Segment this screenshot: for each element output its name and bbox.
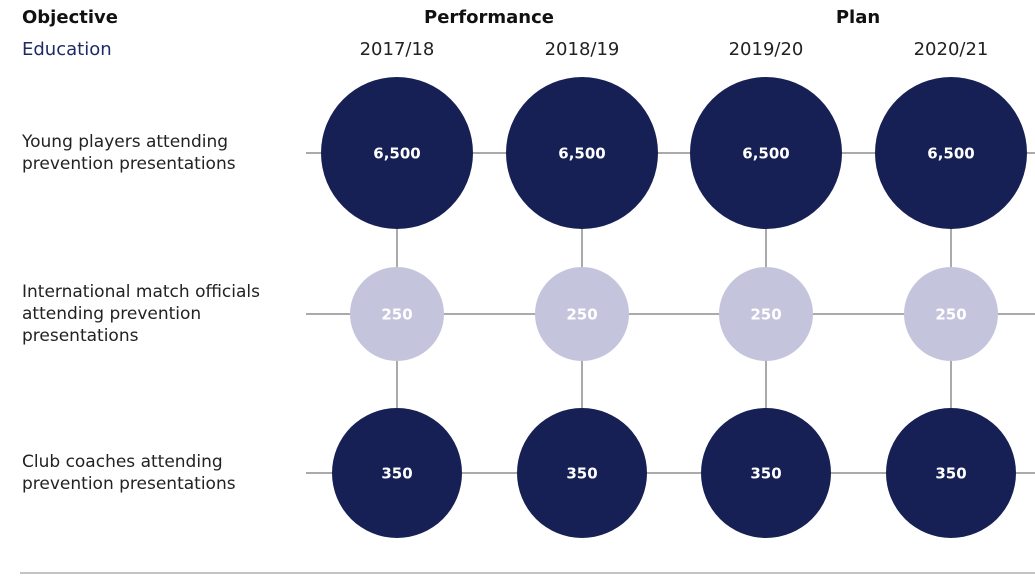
year-label: 2019/20 (729, 39, 804, 60)
bubble (875, 77, 1027, 229)
row-label: presentations (22, 326, 139, 346)
bubble (506, 77, 658, 229)
bubble-label: 250 (381, 306, 412, 324)
bubble (904, 267, 998, 361)
row-label: International match officials (22, 282, 260, 302)
plan-header: Plan (836, 7, 880, 28)
bubble-label: 350 (935, 465, 966, 483)
bubble-label: 350 (381, 465, 412, 483)
bubble (350, 267, 444, 361)
bubble-label: 6,500 (742, 145, 789, 163)
performance-header: Performance (424, 7, 554, 28)
bubble (690, 77, 842, 229)
bubble-label: 250 (750, 306, 781, 324)
bubble-label: 350 (750, 465, 781, 483)
row-label: prevention presentations (22, 474, 236, 494)
bubble (701, 408, 831, 538)
bubble (535, 267, 629, 361)
year-label: 2018/19 (545, 39, 620, 60)
row-label: attending prevention (22, 304, 201, 324)
row-label: prevention presentations (22, 154, 236, 174)
bubble-label: 250 (566, 306, 597, 324)
year-label: 2020/21 (914, 39, 989, 60)
year-label: 2017/18 (360, 39, 435, 60)
row-label: Young players attending (21, 132, 228, 152)
bubble-label: 250 (935, 306, 966, 324)
bubble-label: 6,500 (927, 145, 974, 163)
bubble (321, 77, 473, 229)
bubble (719, 267, 813, 361)
subtitle: Education (22, 39, 112, 60)
bubble (332, 408, 462, 538)
bubble-label: 6,500 (558, 145, 605, 163)
bubble (517, 408, 647, 538)
bubble-label: 350 (566, 465, 597, 483)
row-label: Club coaches attending (22, 452, 223, 472)
bubble-label: 6,500 (373, 145, 420, 163)
bubble (886, 408, 1016, 538)
objective-header: Objective (22, 7, 118, 28)
